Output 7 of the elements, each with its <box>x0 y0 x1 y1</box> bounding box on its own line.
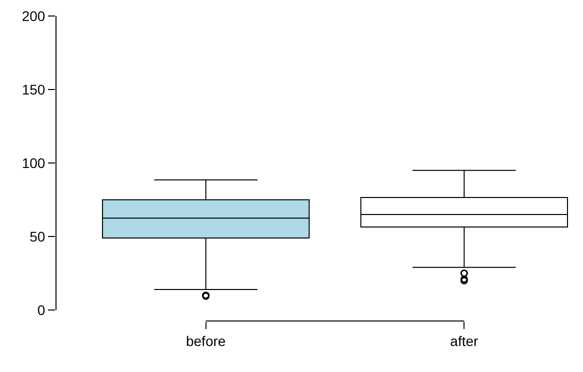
y-tick-label: 50 <box>30 228 46 244</box>
y-tick-label: 0 <box>37 302 46 318</box>
y-tick-label: 200 <box>22 8 46 24</box>
x-tick-label: after <box>450 332 479 349</box>
y-tick-label: 100 <box>22 154 46 171</box>
x-tick-label: before <box>186 332 226 349</box>
y-tick-label: 150 <box>22 81 46 98</box>
